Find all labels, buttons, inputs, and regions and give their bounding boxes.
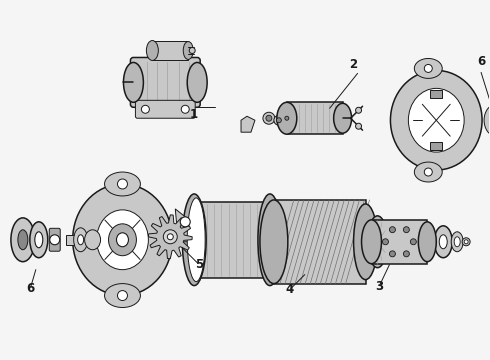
Circle shape: [266, 115, 272, 121]
Circle shape: [180, 217, 190, 227]
Ellipse shape: [74, 228, 88, 252]
Ellipse shape: [187, 198, 205, 282]
Polygon shape: [148, 215, 192, 259]
Ellipse shape: [418, 222, 436, 262]
Text: 6: 6: [26, 282, 35, 294]
Ellipse shape: [30, 222, 48, 258]
Circle shape: [163, 230, 177, 244]
Ellipse shape: [434, 226, 452, 258]
Circle shape: [50, 235, 60, 245]
Circle shape: [274, 115, 284, 125]
Bar: [194, 202, 270, 278]
Bar: [430, 142, 442, 150]
Circle shape: [462, 238, 470, 246]
Ellipse shape: [368, 216, 388, 268]
Text: 2: 2: [349, 58, 358, 71]
Circle shape: [167, 234, 173, 240]
Circle shape: [285, 116, 289, 120]
Circle shape: [424, 64, 432, 72]
Ellipse shape: [260, 200, 288, 284]
Text: 4: 4: [286, 283, 294, 296]
Circle shape: [189, 48, 195, 54]
Circle shape: [118, 179, 127, 189]
FancyBboxPatch shape: [135, 100, 195, 118]
Ellipse shape: [451, 232, 463, 252]
Ellipse shape: [117, 233, 128, 247]
Ellipse shape: [182, 194, 206, 285]
Polygon shape: [241, 116, 255, 132]
Circle shape: [142, 105, 149, 113]
Ellipse shape: [85, 230, 100, 250]
Text: 1: 1: [190, 108, 198, 121]
Circle shape: [403, 227, 409, 233]
Ellipse shape: [354, 204, 377, 280]
Circle shape: [118, 291, 127, 301]
Bar: [371, 220, 427, 264]
Ellipse shape: [454, 237, 460, 247]
Circle shape: [181, 105, 189, 113]
Circle shape: [410, 239, 416, 245]
Ellipse shape: [104, 284, 141, 307]
Circle shape: [390, 227, 395, 233]
Ellipse shape: [97, 210, 148, 270]
Text: 5: 5: [195, 258, 203, 271]
Circle shape: [424, 168, 432, 176]
Text: 6: 6: [477, 55, 486, 68]
Bar: [274, 200, 366, 284]
Circle shape: [263, 112, 275, 124]
Ellipse shape: [484, 104, 490, 136]
Bar: [287, 102, 343, 134]
Ellipse shape: [147, 41, 158, 60]
Ellipse shape: [104, 172, 141, 196]
Ellipse shape: [277, 102, 297, 134]
FancyBboxPatch shape: [130, 58, 200, 107]
Ellipse shape: [108, 224, 136, 256]
Polygon shape: [175, 209, 195, 242]
Ellipse shape: [334, 103, 352, 133]
Ellipse shape: [258, 194, 282, 285]
Ellipse shape: [439, 235, 447, 249]
Bar: [152, 41, 188, 60]
Circle shape: [403, 251, 409, 257]
Bar: [66, 235, 74, 245]
Circle shape: [383, 239, 389, 245]
Ellipse shape: [362, 220, 382, 264]
Ellipse shape: [18, 230, 28, 250]
Circle shape: [283, 114, 291, 122]
Ellipse shape: [187, 62, 207, 102]
Circle shape: [276, 118, 281, 123]
Ellipse shape: [35, 232, 43, 248]
Ellipse shape: [73, 184, 172, 296]
Text: 3: 3: [375, 280, 384, 293]
Ellipse shape: [77, 235, 84, 245]
Ellipse shape: [123, 62, 144, 102]
FancyBboxPatch shape: [49, 228, 60, 251]
Circle shape: [356, 107, 362, 113]
Ellipse shape: [415, 162, 442, 182]
Circle shape: [464, 240, 468, 244]
Circle shape: [390, 251, 395, 257]
Ellipse shape: [11, 218, 35, 262]
Ellipse shape: [415, 58, 442, 78]
Circle shape: [356, 123, 362, 129]
Ellipse shape: [408, 88, 464, 152]
Bar: [430, 90, 442, 98]
Ellipse shape: [183, 41, 193, 59]
Ellipse shape: [391, 71, 482, 170]
